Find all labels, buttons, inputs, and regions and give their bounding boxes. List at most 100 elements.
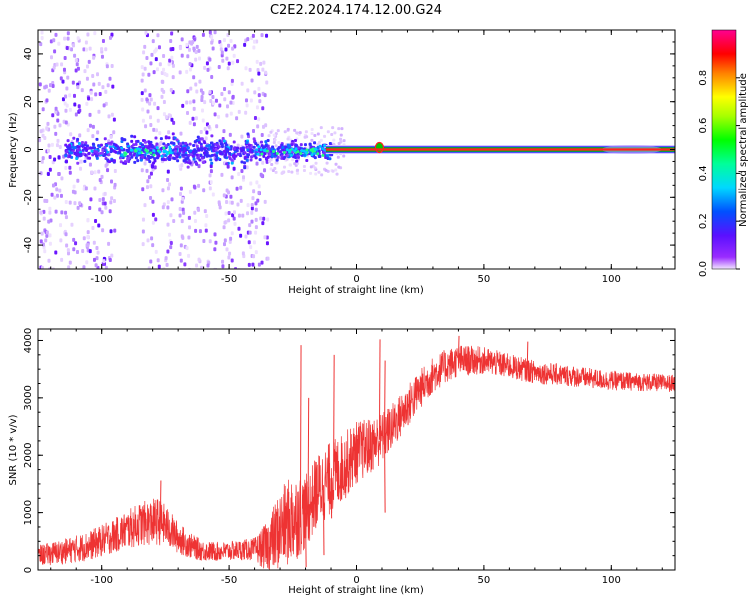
spectrogram-cell: [188, 62, 192, 67]
spectrogram-cell: [143, 66, 147, 71]
spectrogram-cell: [223, 87, 227, 92]
spectrogram-cell: [263, 199, 267, 204]
spectrogram-cell: [101, 228, 105, 233]
spectrogram-cell: [200, 156, 204, 160]
spectrogram-cell: [154, 47, 158, 52]
spectrogram-cell: [189, 149, 193, 153]
spectrogram-cell: [265, 33, 269, 38]
spectrogram-cell: [168, 113, 172, 118]
spectrogram-cell: [249, 98, 253, 103]
spectrogram-cell: [180, 147, 184, 151]
spectrogram-cell: [53, 49, 57, 54]
spectrogram-cell: [40, 35, 44, 40]
spectrogram-cell: [97, 223, 101, 228]
spectrogram-cell: [91, 134, 95, 139]
spectrogram-cell: [188, 67, 192, 72]
spectrogram-cell: [262, 148, 266, 152]
spectrogram-cell: [109, 200, 113, 205]
spectrogram-cell: [213, 30, 217, 35]
spectrogram-cell: [200, 97, 204, 102]
spectrogram-cell: [314, 161, 318, 165]
spectrogram-cell: [240, 169, 244, 174]
spectrogram-cell: [70, 47, 74, 52]
spectrogram-cell: [273, 138, 277, 142]
spectrogram-cell: [205, 130, 209, 135]
spectrogram-cell: [201, 91, 205, 96]
spectrogram-cell: [330, 132, 334, 136]
spectrogram-cell: [82, 236, 86, 241]
spectrogram-cell: [218, 39, 222, 44]
spectrogram-cell: [222, 129, 226, 134]
spectrogram-cell: [60, 210, 64, 215]
spectrogram-cell: [260, 133, 264, 138]
spectrogram-cell: [214, 98, 218, 103]
spectrogram-cell: [55, 143, 59, 148]
spectrogram-cell: [286, 127, 290, 131]
spectrogram-cell: [101, 38, 105, 43]
spectrogram-cell: [160, 154, 164, 158]
spectrogram-cell: [241, 148, 245, 152]
spectrogram-cell: [205, 144, 209, 148]
spectrogram-cell: [230, 78, 234, 83]
spectrogram-cell: [130, 139, 134, 143]
spectrogram-cell: [248, 230, 252, 235]
spectrogram-cell: [323, 148, 327, 152]
spectrogram-cell: [182, 210, 186, 215]
spectrogram-cell: [41, 107, 45, 112]
snr-spike: [457, 335, 460, 361]
spectrogram-cell: [208, 57, 212, 62]
spectrogram-cell: [158, 150, 162, 154]
spectrogram-cell: [178, 155, 182, 159]
spectrogram-cell: [154, 217, 158, 222]
spectrogram-cell: [113, 228, 117, 233]
spectrogram-cell: [191, 154, 195, 158]
spectrogram-cell: [193, 210, 197, 215]
spectrogram-cell: [51, 83, 55, 88]
spectrogram-cell: [141, 217, 145, 222]
spectrogram-cell: [178, 252, 182, 257]
spectrogram-cell: [170, 31, 174, 36]
spectrogram-cell: [164, 115, 168, 120]
spectrogram-cell: [185, 69, 189, 74]
spectrogram-cell: [154, 57, 158, 62]
spectrogram-cell: [254, 217, 258, 222]
spectrogram-cell: [136, 159, 140, 163]
spectrogram-cell: [91, 124, 95, 129]
spectrogram-cell: [316, 152, 320, 156]
spectrogram-cell: [181, 153, 185, 157]
spectrogram-cell: [293, 138, 297, 142]
spectrogram-cell: [246, 132, 250, 136]
spectrogram-y-tick-label: 0: [23, 146, 34, 152]
spectrogram-cell: [316, 132, 320, 136]
spectrogram-cell: [63, 56, 67, 61]
spectrogram-cell: [194, 116, 198, 121]
spectrogram-cell: [252, 39, 256, 44]
spectrogram-cell: [296, 168, 300, 172]
spectrogram-cell: [232, 210, 236, 215]
spectrogram-cell: [57, 41, 61, 46]
spectrogram-cell: [211, 95, 215, 100]
spectrogram-cell: [305, 159, 309, 163]
spectrogram-cell: [256, 152, 260, 156]
spectrogram-cell: [313, 166, 317, 170]
spectrogram-cell: [318, 155, 322, 159]
spectrogram-cell: [255, 105, 259, 110]
spectrogram-cell: [125, 148, 129, 152]
spectrogram-cell: [195, 263, 199, 268]
spectrogram-cell: [335, 172, 339, 176]
spectrogram-cell: [244, 110, 248, 115]
spectrogram-cell: [73, 146, 77, 150]
spectrogram-cell: [145, 55, 149, 60]
spectrogram-cell: [209, 99, 213, 104]
spectrogram-cell: [283, 155, 287, 159]
spectrogram-cell: [59, 238, 63, 243]
spectrogram-cell: [145, 168, 149, 173]
spectrogram-cell: [203, 65, 207, 70]
spectrogram-cell: [313, 141, 317, 145]
snr-x-tick-label: 50: [478, 575, 491, 586]
spectrogram-cell: [339, 137, 343, 141]
spectrogram-cell: [321, 147, 325, 151]
spectrogram-cell: [72, 93, 76, 98]
spectrogram-cell: [105, 144, 109, 148]
spectrogram-cell: [263, 168, 267, 173]
